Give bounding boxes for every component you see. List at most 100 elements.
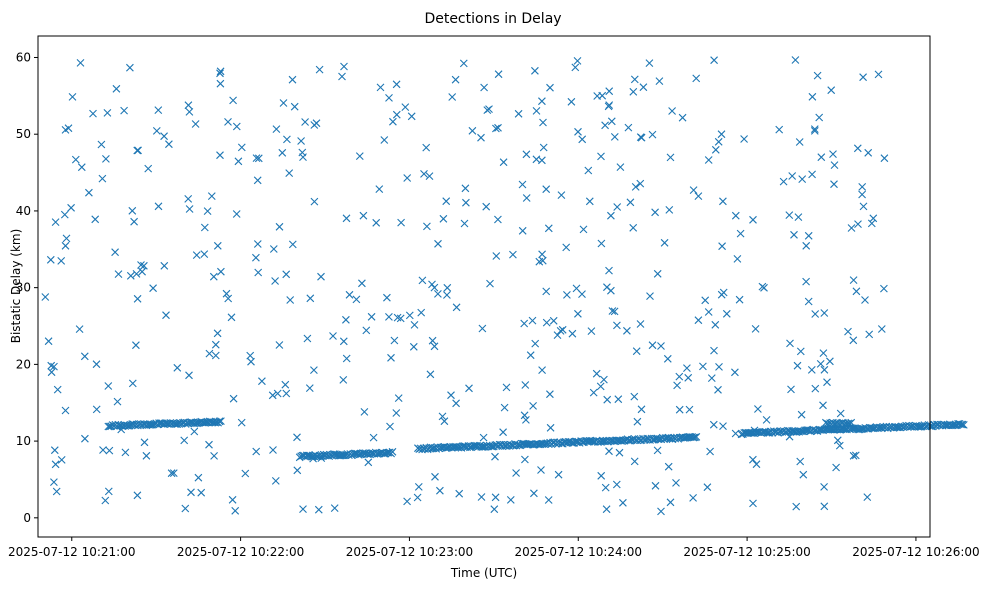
data-point-marker (137, 261, 145, 269)
data-point-marker (367, 312, 376, 321)
data-point-marker (271, 477, 280, 485)
data-point-marker (813, 71, 822, 80)
data-point-marker (51, 460, 60, 469)
data-point-marker (217, 417, 225, 425)
data-point-marker (603, 395, 612, 404)
data-point-marker (310, 197, 319, 206)
data-point-marker (383, 293, 391, 302)
data-point-marker (101, 496, 110, 505)
data-point-marker (53, 385, 62, 394)
data-point-marker (207, 192, 216, 200)
data-point-marker (710, 346, 718, 355)
data-point-marker (597, 239, 606, 248)
data-point-marker (793, 361, 802, 370)
data-point-marker (132, 270, 141, 278)
data-point-marker (587, 327, 596, 335)
data-point-marker (185, 108, 194, 116)
data-point-marker (673, 381, 681, 390)
data-point-marker (694, 316, 703, 325)
data-point-marker (538, 97, 546, 106)
data-point-marker (154, 106, 163, 114)
data-point-marker (957, 420, 965, 429)
data-point-marker (130, 217, 138, 226)
x-tick-label: 2025-07-12 10:25:00 (683, 545, 810, 559)
data-point-marker (209, 272, 218, 281)
data-point-marker (826, 357, 834, 366)
x-axis: 2025-07-12 10:21:00 2025-07-12 10:22:00 20… (8, 537, 980, 559)
data-point-marker (258, 377, 266, 386)
data-point-marker (817, 153, 826, 162)
data-point-marker (380, 136, 389, 144)
data-point-marker (477, 133, 485, 142)
data-point-marker (736, 229, 745, 238)
data-point-marker (499, 428, 507, 437)
data-point-marker (490, 505, 499, 514)
data-point-marker (703, 483, 712, 492)
data-point-marker (852, 287, 861, 296)
data-point-marker (623, 326, 631, 335)
data-point-marker (775, 125, 784, 134)
data-point-marker (447, 391, 455, 400)
data-point-marker (477, 493, 486, 501)
data-point-marker (102, 155, 110, 163)
data-point-marker (173, 363, 182, 372)
data-point-marker (99, 446, 107, 454)
data-point-marker (237, 143, 246, 152)
data-point-marker (422, 143, 431, 152)
data-point-marker (111, 248, 119, 257)
data-point-marker (430, 283, 439, 292)
data-point-marker (275, 222, 284, 231)
data-point-marker (282, 270, 291, 279)
data-point-marker (299, 505, 307, 513)
data-point-marker (216, 151, 224, 160)
data-point-marker (808, 92, 817, 101)
data-point-marker (651, 481, 660, 490)
data-point-marker (68, 93, 77, 101)
data-point-marker (397, 218, 405, 227)
data-point-marker (89, 109, 97, 118)
data-point-marker (792, 502, 801, 511)
data-point-marker (315, 65, 324, 74)
data-point-marker (57, 456, 66, 464)
data-point-marker (648, 130, 657, 139)
data-point-marker (597, 152, 605, 161)
data-point-marker (273, 389, 282, 398)
data-point-marker (492, 124, 500, 133)
data-point-marker (556, 327, 565, 335)
data-point-marker (520, 319, 529, 328)
data-point-marker (758, 282, 767, 291)
data-point-marker (389, 117, 397, 126)
data-point-marker (830, 180, 838, 189)
data-point-marker (653, 269, 662, 278)
data-point-marker (275, 341, 284, 349)
data-point-marker (571, 63, 580, 72)
data-point-marker (802, 241, 811, 250)
data-point-marker (229, 96, 237, 105)
data-point-marker (494, 215, 502, 224)
data-point-marker (310, 366, 318, 374)
data-point-marker (657, 342, 665, 350)
data-point-marker (149, 284, 157, 293)
data-point-marker (718, 242, 726, 251)
data-point-marker (466, 443, 474, 452)
data-point-marker (567, 97, 576, 106)
data-point-marker (820, 502, 829, 511)
x-tick-label: 2025-07-12 10:23:00 (346, 545, 473, 559)
data-point-marker (253, 176, 262, 185)
data-point-marker (165, 140, 173, 149)
data-point-marker (160, 261, 169, 270)
data-point-marker (405, 311, 414, 320)
data-point-marker (64, 124, 73, 133)
data-point-marker (532, 107, 541, 115)
data-point-marker (574, 127, 582, 136)
data-point-marker (579, 225, 588, 234)
data-point-marker (542, 318, 551, 327)
data-point-marker (655, 77, 664, 85)
data-point-marker (286, 296, 295, 304)
data-point-marker (701, 296, 710, 305)
data-point-marker (192, 251, 201, 259)
data-point-marker (597, 471, 606, 480)
data-point-marker (529, 402, 537, 410)
data-point-marker (133, 146, 142, 155)
data-point-marker (651, 208, 659, 217)
